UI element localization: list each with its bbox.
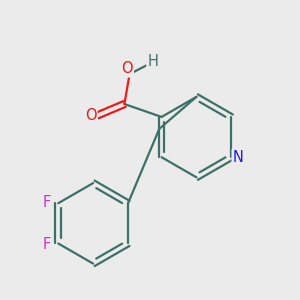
- Text: F: F: [43, 237, 51, 252]
- Text: H: H: [147, 54, 158, 69]
- Text: O: O: [85, 108, 97, 123]
- Text: O: O: [121, 61, 133, 76]
- Text: F: F: [43, 195, 51, 210]
- Text: N: N: [233, 150, 244, 165]
